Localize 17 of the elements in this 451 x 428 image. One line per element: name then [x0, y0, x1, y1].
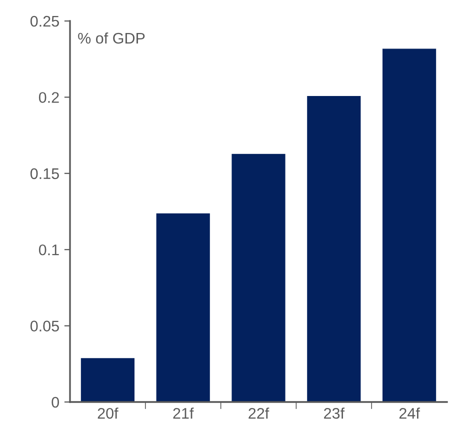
y-tick-label: 0.1 — [38, 244, 59, 256]
x-tick-label: 24f — [399, 408, 420, 419]
x-tick-label: 22f — [248, 408, 270, 419]
bar — [382, 48, 437, 402]
y-tick-label: 0.2 — [38, 92, 59, 103]
annotation: % of GDP — [78, 32, 145, 44]
bar — [306, 95, 362, 402]
bar — [231, 153, 286, 402]
y-tick-label: 0.25 — [30, 16, 59, 27]
y-tick-label: 0.05 — [30, 320, 59, 332]
x-tick-label: 23f — [324, 408, 345, 419]
y-tick-label: 0 — [52, 396, 59, 408]
x-tick-label: 21f — [173, 408, 194, 419]
bar — [156, 212, 211, 402]
bar — [80, 357, 136, 402]
x-tick-label: 20f — [98, 408, 118, 419]
y-tick-label: 0.15 — [30, 168, 59, 180]
